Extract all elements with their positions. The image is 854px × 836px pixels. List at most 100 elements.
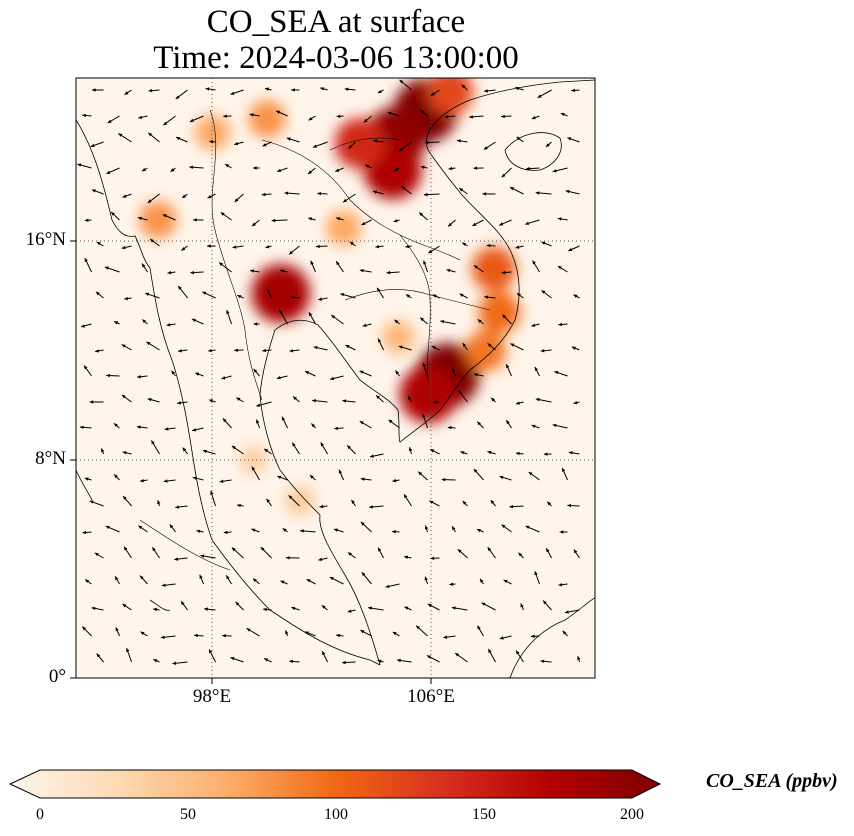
wind-arrow — [151, 546, 160, 559]
wind-arrow — [509, 186, 524, 195]
wind-arrow — [194, 633, 204, 638]
wind-arrow — [234, 348, 244, 352]
wind-arrow — [177, 285, 188, 299]
wind-arrow — [82, 113, 92, 118]
wind-arrow — [423, 260, 429, 273]
wind-arrow — [190, 270, 204, 275]
wind-arrow — [404, 555, 412, 559]
wind-arrow — [424, 140, 440, 145]
wind-arrow — [473, 264, 484, 273]
wind-arrow — [90, 141, 104, 148]
wind-arrow — [552, 167, 568, 173]
wind-arrow — [342, 660, 356, 665]
wind-arrow — [310, 260, 316, 273]
wind-arrow — [308, 217, 316, 221]
wind-arrow — [408, 447, 413, 455]
colorbar-tick-200: 200 — [620, 806, 644, 823]
country-borders — [139, 109, 491, 571]
wind-arrow — [256, 401, 272, 407]
wind-arrow — [289, 348, 300, 353]
wind-arrow — [501, 167, 512, 178]
co-hotspot — [285, 485, 315, 516]
wind-arrow — [202, 291, 216, 299]
wind-arrow — [459, 293, 468, 299]
wind-arrow — [424, 576, 429, 585]
wind-arrow — [121, 394, 132, 403]
wind-arrow — [360, 629, 372, 637]
wind-arrow — [312, 399, 328, 403]
wind-arrow — [479, 578, 484, 585]
wind-arrow — [153, 607, 160, 612]
wind-arrow — [149, 238, 160, 247]
wind-arrow — [573, 294, 580, 299]
colorbar — [8, 769, 662, 799]
wind-arrow — [454, 652, 468, 663]
wind-arrow — [107, 115, 120, 124]
wind-arrow — [161, 583, 176, 587]
wind-arrow — [313, 346, 328, 351]
wind-arrow — [289, 659, 300, 664]
wind-arrow — [208, 348, 216, 353]
wind-arrow — [193, 218, 204, 222]
wind-arrow — [340, 293, 356, 299]
wind-arrow — [577, 655, 581, 663]
wind-arrow — [264, 87, 272, 91]
wind-arrow — [236, 397, 244, 403]
wind-arrow — [336, 633, 344, 638]
wind-arrow — [487, 450, 496, 455]
wind-arrow — [291, 295, 300, 300]
wind-arrow — [153, 658, 160, 663]
wind-arrow — [342, 399, 356, 403]
wind-arrow — [191, 318, 204, 325]
wind-arrow — [249, 113, 260, 117]
wind-arrow — [114, 576, 120, 585]
wind-arrow — [392, 529, 400, 534]
wind-arrow — [345, 344, 356, 351]
wind-arrow — [286, 137, 300, 143]
wind-arrow — [84, 477, 92, 481]
wind-arrow — [333, 528, 344, 533]
wind-arrow — [105, 525, 120, 533]
wind-arrow — [545, 141, 552, 148]
wind-arrow — [462, 342, 468, 351]
wind-arrow — [347, 609, 356, 613]
wind-arrow — [308, 311, 316, 325]
wind-arrow — [147, 397, 160, 403]
wind-arrow — [501, 524, 512, 533]
wind-arrow — [359, 420, 372, 429]
wind-arrow — [189, 115, 204, 123]
wind-arrow — [451, 606, 468, 611]
co-hotspot — [239, 445, 268, 475]
wind-arrow — [178, 349, 188, 353]
wind-arrow — [516, 136, 524, 143]
wind-arrow — [369, 453, 384, 458]
wind-arrow — [368, 606, 384, 611]
wind-arrow — [181, 245, 188, 251]
wind-arrow — [499, 475, 512, 481]
wind-arrow — [560, 112, 568, 117]
wind-arrow — [169, 524, 176, 533]
wind-arrow — [441, 477, 456, 482]
wind-arrow — [160, 635, 176, 639]
wind-arrow — [424, 525, 429, 533]
wind-arrow — [246, 627, 260, 637]
wind-arrow — [110, 211, 120, 221]
wind-arrow — [320, 442, 328, 455]
wind-arrow — [361, 219, 372, 226]
wind-arrow — [84, 579, 92, 585]
wind-arrow — [502, 314, 512, 325]
wind-arrow — [262, 348, 272, 353]
wind-arrow — [422, 362, 429, 377]
wind-arrow — [281, 416, 288, 429]
wind-arrow — [288, 495, 300, 507]
wind-arrow — [84, 257, 92, 273]
wind-arrow — [446, 268, 456, 273]
wind-arrow — [447, 219, 456, 227]
wind-arrow — [232, 245, 244, 249]
wind-arrow — [137, 375, 148, 379]
wind-arrow — [419, 317, 428, 325]
wind-arrow — [163, 479, 176, 483]
wind-arrow — [234, 141, 244, 146]
wind-arrow — [417, 471, 428, 481]
colorbar-tick-0: 0 — [36, 806, 44, 823]
